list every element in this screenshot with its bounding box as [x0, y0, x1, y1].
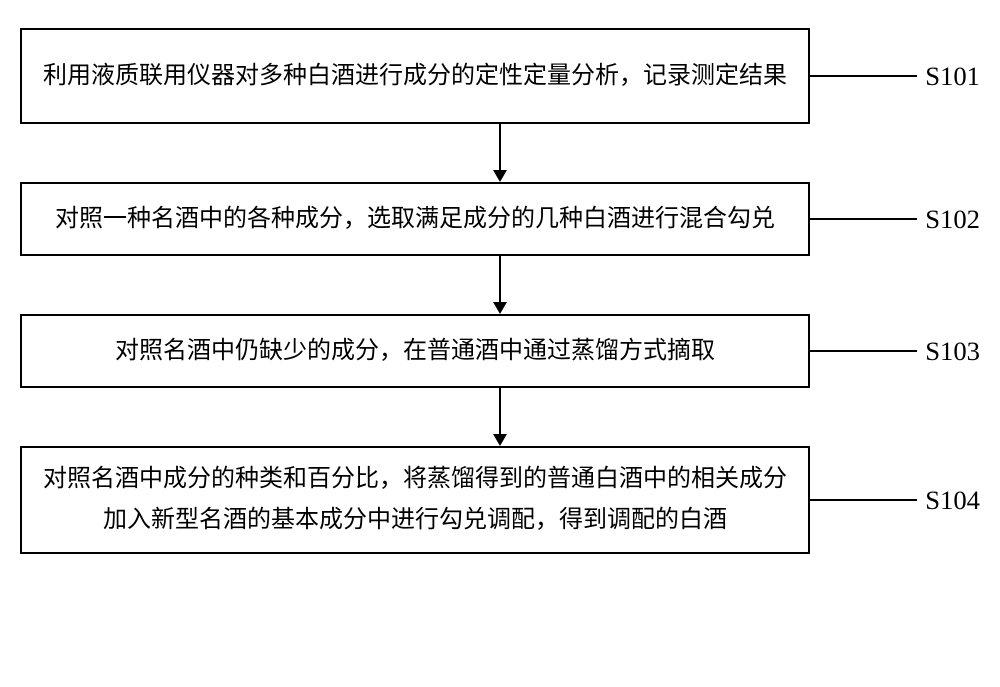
leader-line — [810, 499, 917, 501]
step-box-s103: 对照名酒中仍缺少的成分，在普通酒中通过蒸馏方式摘取 — [20, 314, 810, 388]
step-label-s103: S103 — [925, 336, 980, 367]
step-label-s104: S104 — [925, 485, 980, 516]
leader-line — [810, 350, 917, 352]
arrow-down-icon — [490, 124, 510, 182]
step-row: 对照一种名酒中的各种成分，选取满足成分的几种白酒进行混合勾兑 S102 — [20, 182, 980, 256]
step-box-s101: 利用液质联用仪器对多种白酒进行成分的定性定量分析，记录测定结果 — [20, 28, 810, 124]
arrow-down-icon — [490, 388, 510, 446]
step-text: 对照一种名酒中的各种成分，选取满足成分的几种白酒进行混合勾兑 — [55, 199, 775, 240]
step-row: 对照名酒中仍缺少的成分，在普通酒中通过蒸馏方式摘取 S103 — [20, 314, 980, 388]
arrow-wrap — [105, 388, 895, 446]
flowchart: 利用液质联用仪器对多种白酒进行成分的定性定量分析，记录测定结果 S101 对照一… — [20, 28, 980, 554]
step-text: 对照名酒中仍缺少的成分，在普通酒中通过蒸馏方式摘取 — [115, 331, 715, 372]
leader-line — [810, 218, 917, 220]
arrow-wrap — [105, 124, 895, 182]
step-text: 利用液质联用仪器对多种白酒进行成分的定性定量分析，记录测定结果 — [43, 56, 787, 97]
arrow-down-icon — [490, 256, 510, 314]
arrow-wrap — [105, 256, 895, 314]
step-row: 利用液质联用仪器对多种白酒进行成分的定性定量分析，记录测定结果 S101 — [20, 28, 980, 124]
step-label-s101: S101 — [925, 61, 980, 92]
leader-line — [810, 75, 917, 77]
step-label-s102: S102 — [925, 204, 980, 235]
step-box-s104: 对照名酒中成分的种类和百分比，将蒸馏得到的普通白酒中的相关成分加入新型名酒的基本… — [20, 446, 810, 554]
step-box-s102: 对照一种名酒中的各种成分，选取满足成分的几种白酒进行混合勾兑 — [20, 182, 810, 256]
step-text: 对照名酒中成分的种类和百分比，将蒸馏得到的普通白酒中的相关成分加入新型名酒的基本… — [38, 459, 792, 541]
step-row: 对照名酒中成分的种类和百分比，将蒸馏得到的普通白酒中的相关成分加入新型名酒的基本… — [20, 446, 980, 554]
